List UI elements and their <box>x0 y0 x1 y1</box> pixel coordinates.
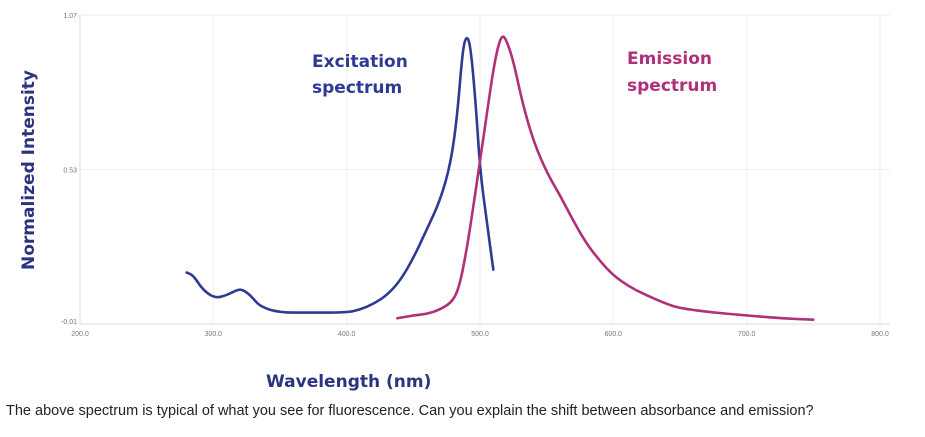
y-tick-label: 1.07 <box>63 13 77 20</box>
emission-annotation-line2: spectrum <box>627 76 717 96</box>
y-axis-label: Normalized Intensity <box>19 70 39 270</box>
x-tick-label: 700.0 <box>738 331 756 338</box>
question-text: The above spectrum is typical of what yo… <box>6 403 814 419</box>
x-axis-label: Wavelength (nm) <box>266 372 432 392</box>
spectrum-chart: 200.0 300.0 400.0 500.0 600.0 700.0 800.0 -0.01… <box>19 13 890 338</box>
y-tick-label: 0.53 <box>63 168 77 175</box>
y-tick-label: -0.01 <box>61 319 77 326</box>
x-tick-label: 300.0 <box>205 331 223 338</box>
x-tick-label: 400.0 <box>338 331 356 338</box>
emission-series-line <box>396 35 815 322</box>
excitation-annotation-line2: spectrum <box>312 78 402 98</box>
x-tick-label: 500.0 <box>471 331 489 338</box>
x-tick-label: 800.0 <box>871 331 889 338</box>
emission-annotation-line1: Emission <box>627 49 712 69</box>
excitation-annotation-line1: Excitation <box>312 52 408 72</box>
x-tick-label: 200.0 <box>71 331 89 338</box>
x-tick-label: 600.0 <box>605 331 623 338</box>
excitation-series-line <box>185 36 495 314</box>
